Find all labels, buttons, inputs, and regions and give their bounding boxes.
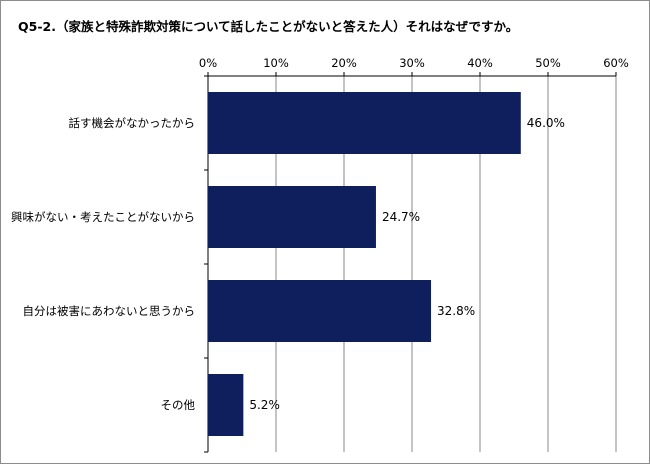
x-tick-label: 40% [467, 56, 493, 70]
data-label: 32.8% [437, 304, 475, 318]
category-label: 興味がない・考えたことがないから [11, 210, 195, 224]
data-label: 46.0% [527, 116, 565, 130]
x-tick-label: 30% [399, 56, 425, 70]
x-tick-label: 20% [331, 56, 357, 70]
x-tick-label: 50% [535, 56, 561, 70]
category-label: 自分は被害にあわないと思うから [23, 304, 196, 318]
bar [208, 186, 376, 248]
chart-title: Q5-2.（家族と特殊詐欺対策について話したことがないと答えた人）それはなぜです… [18, 19, 519, 34]
category-label: その他 [161, 398, 196, 412]
x-tick-label: 60% [603, 56, 629, 70]
bar [208, 280, 432, 342]
data-label: 24.7% [382, 210, 420, 224]
x-tick-label: 0% [199, 56, 217, 70]
bar [208, 92, 521, 154]
data-label: 5.2% [249, 398, 279, 412]
category-label: 話す機会がなかったから [69, 116, 196, 130]
x-tick-label: 10% [263, 56, 289, 70]
bar [208, 374, 244, 436]
